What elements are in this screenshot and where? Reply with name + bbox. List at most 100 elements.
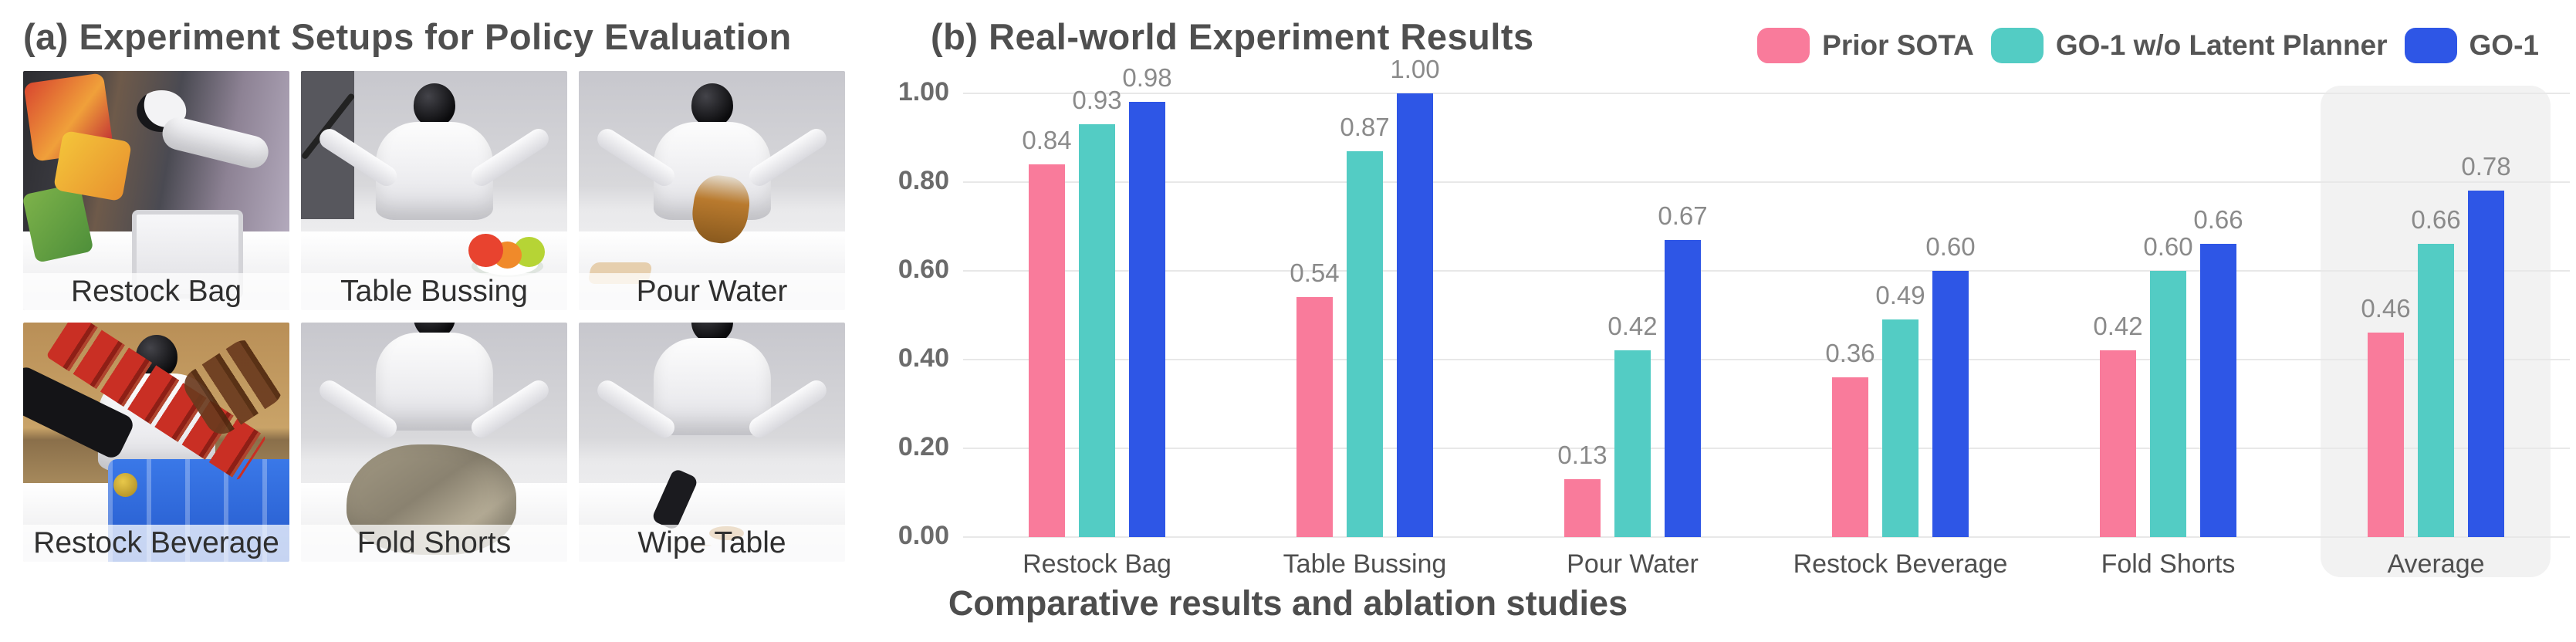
- legend-label: GO-1 w/o Latent Planner: [2055, 29, 2388, 61]
- bar-go-1-w-o-latent-planner-pour-water: [1614, 350, 1651, 537]
- bar-group-restock-bag: 0.84 0.93 0.98: [963, 63, 1231, 537]
- bar-slot: 0.78: [2461, 93, 2511, 537]
- wipe-table-bot: [634, 323, 789, 461]
- y-axis-tick: 0.60: [898, 255, 949, 284]
- bar-prior-sota-table-bussing: [1296, 297, 1333, 537]
- bar-slot: 0.66: [2411, 93, 2461, 537]
- bar-slot: 0.42: [2093, 93, 2143, 537]
- bar-value-label: 0.60: [1925, 232, 1976, 261]
- bar-go-1-restock-bag: [1129, 102, 1165, 537]
- bar-go-1-fold-shorts: [2200, 244, 2236, 537]
- bar-prior-sota-average: [2368, 333, 2404, 537]
- bar-slot: 0.36: [1825, 93, 1875, 537]
- fold-shorts-bot: [357, 323, 511, 457]
- bar-group-average: 0.46 0.66 0.78: [2302, 93, 2570, 537]
- bar-go-1-w-o-latent-planner-fold-shorts: [2150, 271, 2186, 537]
- panel-a-title: (a) Experiment Setups for Policy Evaluat…: [23, 16, 792, 57]
- experiment-setup-grid: Restock Bag Table Bussing Pour Water Restoc…: [23, 71, 845, 562]
- bar-slot: 0.13: [1557, 93, 1607, 537]
- setup-label: Pour Water: [579, 273, 845, 310]
- table-bussing-p5: [468, 233, 504, 268]
- bar-value-label: 0.60: [2143, 232, 2193, 261]
- category-label-table-bussing: Table Bussing: [1283, 549, 1447, 579]
- setup-tile-table-bussing: Table Bussing: [301, 71, 567, 310]
- legend-item-prior-sota: Prior SOTA: [1757, 28, 1974, 63]
- panel-b-title: (b) Real-world Experiment Results: [931, 16, 1534, 57]
- bar-go-1-w-o-latent-planner-restock-bag: [1079, 124, 1115, 537]
- bar-value-label: 0.49: [1875, 281, 1925, 309]
- x-axis-category-labels: Restock Bag Table Bussing Pour Water Restoc…: [963, 549, 2570, 579]
- bar-slot: 0.67: [1658, 93, 1708, 537]
- bar-slot: 1.00: [1390, 55, 1440, 537]
- legend-item-go1-wo-latent-planner: GO-1 w/o Latent Planner: [1990, 28, 2388, 63]
- legend-label: GO-1: [2469, 29, 2539, 61]
- y-axis-tick: 0.20: [898, 432, 949, 461]
- bar-slot: 0.60: [1925, 93, 1976, 537]
- bar-go-1-pour-water: [1665, 240, 1701, 537]
- y-axis: 0.00 0.20 0.40 0.60 0.80 1.00: [841, 77, 949, 550]
- gridline-1.00: [963, 93, 2570, 94]
- bar-value-label: 0.42: [1607, 312, 1658, 340]
- chart-legend: Prior SOTA GO-1 w/o Latent Planner GO-1: [1757, 23, 2539, 68]
- bar-prior-sota-restock-beverage: [1832, 377, 1868, 537]
- setup-label: Restock Bag: [23, 273, 289, 310]
- gridline-0.20: [963, 448, 2570, 449]
- legend-swatch: [1757, 28, 1810, 63]
- bar-prior-sota-restock-bag: [1029, 164, 1065, 537]
- setup-label: Fold Shorts: [301, 525, 567, 562]
- bar-value-label: 0.54: [1290, 258, 1340, 287]
- restock-bag-p2: [52, 130, 132, 201]
- bar-go-1-average: [2468, 191, 2504, 537]
- bar-groups: 0.84 0.93 0.98 0.54 0.87 1.00 0.13 0.42 0.67 0.36…: [963, 55, 2570, 537]
- bar-go-1-table-bussing: [1397, 93, 1433, 537]
- setup-tile-fold-shorts: Fold Shorts: [301, 323, 567, 562]
- bar-slot: 0.54: [1290, 93, 1340, 537]
- bar-value-label: 0.87: [1340, 113, 1390, 141]
- bar-slot: 0.46: [2361, 93, 2411, 537]
- bar-value-label: 0.98: [1122, 63, 1172, 92]
- setup-tile-restock-beverage: Restock Beverage: [23, 323, 289, 562]
- legend-swatch: [1990, 28, 2044, 63]
- bar-value-label: 0.67: [1658, 201, 1708, 230]
- setup-tile-pour-water: Pour Water: [579, 71, 845, 310]
- bar-slot: 0.93: [1072, 86, 1122, 537]
- bar-value-label: 0.13: [1557, 441, 1607, 469]
- legend-item-go1: GO-1: [2404, 28, 2539, 63]
- bar-value-label: 0.66: [2411, 205, 2461, 234]
- setup-label: Restock Beverage: [23, 525, 289, 562]
- bar-value-label: 0.78: [2461, 152, 2511, 181]
- bar-slot: 0.84: [1022, 93, 1072, 537]
- setup-label: Wipe Table: [579, 525, 845, 562]
- gridline-0.40: [963, 359, 2570, 360]
- category-label-restock-bag: Restock Bag: [1023, 549, 1171, 579]
- bar-prior-sota-fold-shorts: [2100, 350, 2136, 537]
- setup-photo-table-bussing: [301, 71, 567, 310]
- legend-swatch: [2404, 28, 2457, 63]
- bar-value-label: 0.46: [2361, 294, 2411, 323]
- bar-go-1-w-o-latent-planner-table-bussing: [1347, 151, 1383, 537]
- category-label-fold-shorts: Fold Shorts: [2101, 549, 2236, 579]
- bar-go-1-w-o-latent-planner-average: [2418, 244, 2454, 537]
- bar-group-table-bussing: 0.54 0.87 1.00: [1231, 55, 1499, 537]
- bar-value-label: 0.42: [2093, 312, 2143, 340]
- bar-group-pour-water: 0.13 0.42 0.67: [1499, 93, 1766, 537]
- bar-go-1-w-o-latent-planner-restock-beverage: [1882, 319, 1918, 537]
- setup-photo-restock-beverage: [23, 323, 289, 562]
- bar-value-label: 1.00: [1390, 55, 1440, 83]
- category-label-average: Average: [2387, 549, 2485, 579]
- bar-value-label: 0.66: [2193, 205, 2243, 234]
- bar-slot: 0.98: [1122, 63, 1172, 537]
- bar-value-label: 0.36: [1825, 339, 1875, 367]
- gridline-0.00: [963, 536, 2570, 538]
- figure-caption: Comparative results and ablation studies: [948, 583, 1628, 623]
- restock-bag-p3: [23, 182, 94, 263]
- bar-chart-plot-area: 0.84 0.93 0.98 0.54 0.87 1.00 0.13 0.42 0.67 0.36…: [963, 55, 2570, 577]
- bar-slot: 0.60: [2143, 93, 2193, 537]
- y-axis-tick: 0.00: [898, 521, 949, 550]
- bar-group-restock-beverage: 0.36 0.49 0.60: [1766, 93, 2034, 537]
- gridline-0.60: [963, 270, 2570, 272]
- bar-go-1-restock-beverage: [1932, 271, 1969, 537]
- bar-slot: 0.42: [1607, 93, 1658, 537]
- bar-value-label: 0.84: [1022, 126, 1072, 154]
- setup-tile-wipe-table: Wipe Table: [579, 323, 845, 562]
